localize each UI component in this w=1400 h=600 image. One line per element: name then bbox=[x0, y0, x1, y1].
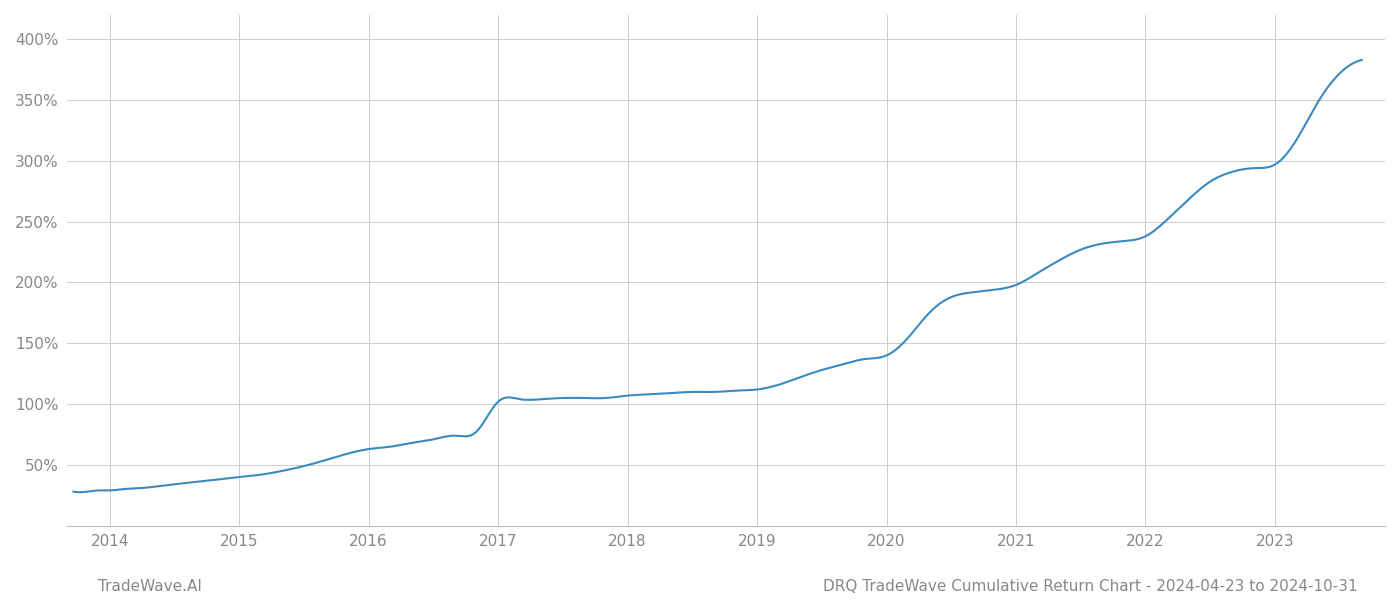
Text: DRQ TradeWave Cumulative Return Chart - 2024-04-23 to 2024-10-31: DRQ TradeWave Cumulative Return Chart - … bbox=[823, 579, 1358, 594]
Text: TradeWave.AI: TradeWave.AI bbox=[98, 579, 202, 594]
